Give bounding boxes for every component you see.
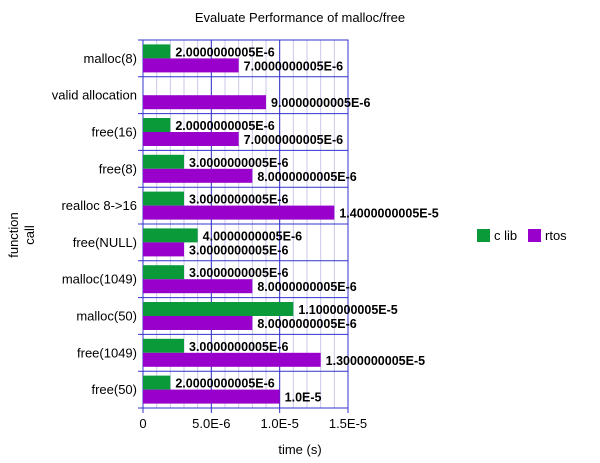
legend-swatch-c-lib (477, 229, 490, 242)
legend-label-rtos: rtos (545, 228, 567, 243)
bar-rtos (143, 95, 266, 110)
data-label: 4.0000000005E-6 (203, 229, 302, 243)
category-label: valid allocation (52, 88, 137, 103)
data-label: 1.3000000005E-5 (326, 354, 425, 368)
data-label: 1.4000000005E-5 (339, 207, 438, 221)
data-label: 1.0E-5 (285, 391, 322, 405)
data-label: 2.0000000005E-6 (175, 377, 274, 391)
data-label: 2.0000000005E-6 (175, 119, 274, 133)
bar-rtos (143, 205, 335, 220)
data-label: 2.0000000005E-6 (175, 45, 274, 59)
data-label: 3.0000000005E-6 (189, 243, 288, 257)
data-label: 8.0000000005E-6 (257, 317, 356, 331)
bars (143, 44, 335, 404)
bar-rtos (143, 316, 253, 330)
data-label: 1.1000000005E-5 (298, 303, 397, 317)
x-tick-label: 1.0E-5 (261, 416, 299, 431)
data-label: 9.0000000005E-6 (271, 96, 370, 110)
bar-c-lib (143, 228, 198, 243)
data-label: 7.0000000005E-6 (244, 59, 343, 73)
bar-c-lib (143, 118, 171, 132)
category-label: free(1049) (77, 345, 137, 360)
data-label: 3.0000000005E-6 (189, 193, 288, 207)
bar-c-lib (143, 154, 184, 169)
data-labels: 2.0000000005E-67.0000000005E-69.00000000… (175, 45, 438, 404)
bar-c-lib (143, 265, 184, 280)
y-axis-label-line-1: function (6, 212, 21, 258)
x-tick-label: 0 (139, 416, 146, 431)
x-axis-ticks: 0 5.0E-6 1.0E-5 1.5E-5 (139, 408, 367, 431)
data-label: 7.0000000005E-6 (244, 133, 343, 147)
legend-swatch-rtos (528, 229, 541, 242)
category-labels: malloc(8) valid allocation free(16) free(8)… (52, 51, 137, 397)
category-label: malloc(50) (76, 309, 137, 324)
bar-rtos (143, 352, 321, 367)
x-tick-label: 5.0E-6 (192, 416, 230, 431)
data-label: 8.0000000005E-6 (257, 280, 356, 294)
bar-rtos (143, 279, 253, 294)
y-axis-label-line-2: call (22, 225, 37, 245)
category-label: free(8) (99, 161, 137, 176)
grid (138, 39, 348, 409)
bar-rtos (143, 132, 239, 146)
x-tick-label: 1.5E-5 (329, 416, 367, 431)
data-label: 3.0000000005E-6 (189, 340, 288, 354)
category-label: free(16) (91, 125, 137, 140)
category-label: malloc(1049) (62, 272, 137, 287)
bar-c-lib (143, 302, 294, 316)
bar-rtos (143, 58, 239, 73)
x-axis-label: time (s) (278, 442, 321, 457)
data-label: 8.0000000005E-6 (257, 170, 356, 184)
bar-rtos (143, 242, 184, 257)
bar-c-lib (143, 375, 171, 390)
bar-c-lib (143, 191, 184, 206)
legend-label-c-lib: c lib (494, 228, 517, 243)
category-label: free(NULL) (73, 235, 137, 250)
category-label: malloc(8) (84, 51, 137, 66)
bar-c-lib (143, 338, 184, 353)
plot-area: malloc(8) valid allocation free(16) free(8)… (52, 39, 439, 431)
category-label: realloc 8->16 (61, 198, 137, 213)
data-label: 3.0000000005E-6 (189, 156, 288, 170)
bar-rtos (143, 168, 253, 183)
y-axis-label: function call (6, 212, 37, 258)
bar-c-lib (143, 44, 171, 59)
legend: c lib rtos (477, 228, 567, 243)
bar-rtos (143, 389, 280, 404)
category-label: free(50) (91, 382, 137, 397)
data-label: 3.0000000005E-6 (189, 266, 288, 280)
chart-title: Evaluate Performance of malloc/free (195, 10, 405, 25)
